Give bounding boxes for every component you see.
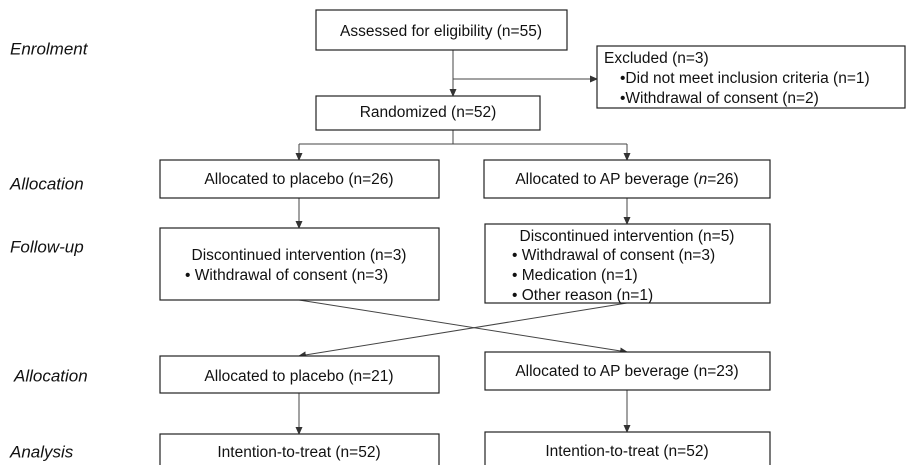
node-label: Allocated to AP beverage (n=23) xyxy=(515,363,738,380)
node-label: • Withdrawal of consent (n=3) xyxy=(512,247,715,264)
box xyxy=(159,159,440,199)
node-label: • Other reason (n=1) xyxy=(512,287,653,304)
stage-label: Allocation xyxy=(13,366,88,385)
box xyxy=(483,159,771,199)
box xyxy=(315,9,568,51)
stage-label: Allocation xyxy=(9,174,84,193)
box xyxy=(484,223,771,304)
node-label: Discontinued intervention (n=3) xyxy=(192,247,407,264)
box xyxy=(159,355,440,394)
stage-label: Enrolment xyxy=(10,39,89,58)
node-label: • Withdrawal of consent (n=3) xyxy=(185,267,388,284)
node-label: Allocated to placebo (n=21) xyxy=(204,368,393,385)
label-part: Allocated to AP beverage ( xyxy=(515,171,699,188)
node-label: Allocated to AP beverage (n=26) xyxy=(515,171,738,188)
node-label: Intention-to-treat (n=52) xyxy=(217,444,380,461)
box xyxy=(596,45,906,109)
stage-label: Analysis xyxy=(9,442,74,461)
node-label: Allocated to placebo (n=26) xyxy=(204,171,393,188)
node-label: • Medication (n=1) xyxy=(512,267,638,284)
connectors xyxy=(295,50,631,435)
node-label: Excluded (n=3) xyxy=(604,50,709,67)
label-part: =26) xyxy=(707,171,738,188)
box xyxy=(484,351,771,391)
box xyxy=(315,95,541,131)
node-label: Randomized (n=52) xyxy=(360,104,497,121)
node-label: •Withdrawal of consent (n=2) xyxy=(620,90,819,107)
node-label: Discontinued intervention (n=5) xyxy=(520,228,735,245)
stage-label: Follow-up xyxy=(10,237,84,256)
node-label: Intention-to-treat (n=52) xyxy=(545,443,708,460)
label-part: n xyxy=(699,171,708,188)
node-label: Assessed for eligibility (n=55) xyxy=(340,23,542,40)
box xyxy=(159,227,440,301)
box xyxy=(484,431,771,465)
node-label: •Did not meet inclusion criteria (n=1) xyxy=(620,70,870,87)
box xyxy=(159,433,440,465)
